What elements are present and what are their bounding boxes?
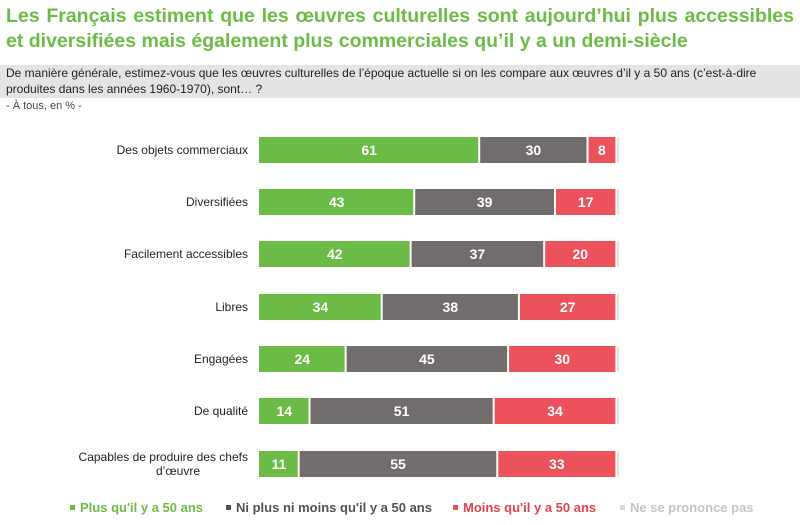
row-label: Facilement accessibles bbox=[48, 247, 248, 261]
bar-segment bbox=[509, 346, 616, 372]
bar-segment bbox=[617, 241, 619, 267]
bar-segment bbox=[545, 241, 616, 267]
data-label: 43 bbox=[329, 194, 345, 210]
legend-label: Moins qu'il y a 50 ans bbox=[463, 500, 597, 515]
row-label-line: De qualité bbox=[193, 404, 248, 418]
row-label-line: Diversifiées bbox=[185, 195, 248, 209]
legend-label: Ne se prononce pas bbox=[630, 500, 754, 515]
data-label: 33 bbox=[549, 456, 565, 472]
row-label-line: Facilement accessibles bbox=[123, 247, 248, 261]
data-label: 38 bbox=[443, 299, 459, 315]
bar-segment bbox=[259, 346, 345, 372]
bar-segment bbox=[588, 137, 616, 163]
legend-item: Ni plus ni moins qu'il y a 50 ans bbox=[226, 500, 432, 515]
bar-segment bbox=[617, 294, 619, 320]
bar-segment bbox=[617, 398, 619, 424]
data-label: 37 bbox=[470, 246, 486, 262]
bar-segment bbox=[617, 346, 619, 372]
bar-row: 43 39 17 bbox=[259, 189, 619, 215]
base-note: - À tous, en % - bbox=[6, 100, 82, 112]
data-label: 34 bbox=[313, 299, 329, 315]
legend-swatch-icon bbox=[453, 505, 458, 510]
row-label-line: Capables de produire des chefs bbox=[78, 450, 248, 464]
bar-segment bbox=[259, 398, 309, 424]
bar-segment bbox=[617, 137, 619, 163]
row-label: Diversifiées bbox=[48, 195, 248, 209]
data-label: 30 bbox=[526, 142, 542, 158]
bar-segment bbox=[310, 398, 493, 424]
legend-item: Ne se prononce pas bbox=[620, 500, 754, 515]
bar-segment bbox=[411, 241, 544, 267]
legend-item: Moins qu'il y a 50 ans bbox=[453, 500, 596, 515]
row-label: De qualité bbox=[48, 404, 248, 418]
row-label: Capables de produire des chefs d’œuvre bbox=[48, 450, 248, 478]
row-label-line: d’œuvre bbox=[155, 464, 200, 478]
bar-row: 34 38 27 bbox=[259, 294, 619, 320]
bar-segment bbox=[617, 189, 619, 215]
row-label: Des objets commerciaux bbox=[48, 143, 248, 157]
bar-segment bbox=[617, 451, 619, 477]
data-label: 39 bbox=[477, 194, 493, 210]
bar-row: 61 30 8 bbox=[259, 137, 619, 163]
data-label: 55 bbox=[390, 456, 406, 472]
bar-segment bbox=[259, 294, 381, 320]
data-label: 20 bbox=[573, 246, 589, 262]
legend-item: Plus qu'il y a 50 ans bbox=[70, 500, 203, 515]
bar-row: 42 37 20 bbox=[259, 241, 619, 267]
bar-segment bbox=[259, 137, 479, 163]
bar-segment bbox=[259, 241, 410, 267]
bar-segment bbox=[480, 137, 587, 163]
bar-segment bbox=[556, 189, 616, 215]
data-label: 14 bbox=[276, 403, 292, 419]
bar-segment bbox=[259, 189, 414, 215]
data-label: 42 bbox=[327, 246, 343, 262]
legend-label: Plus qu'il y a 50 ans bbox=[80, 500, 204, 515]
row-label-line: Engagées bbox=[193, 352, 248, 366]
row-label: Engagées bbox=[48, 352, 248, 366]
legend-swatch-icon bbox=[226, 505, 231, 510]
data-label: 61 bbox=[361, 142, 377, 158]
bar-row: 11 55 33 bbox=[259, 451, 619, 477]
data-label: 30 bbox=[554, 351, 570, 367]
bar-segment bbox=[299, 451, 497, 477]
data-label: 34 bbox=[547, 403, 563, 419]
bar-segment bbox=[382, 294, 518, 320]
legend-label: Ni plus ni moins qu'il y a 50 ans bbox=[236, 500, 432, 515]
bar-segment bbox=[415, 189, 555, 215]
chart-title: Les Français estiment que les œuvres cul… bbox=[6, 5, 794, 52]
data-label: 17 bbox=[578, 194, 594, 210]
bar-segment bbox=[498, 451, 616, 477]
data-label: 8 bbox=[598, 142, 606, 158]
data-label: 45 bbox=[419, 351, 435, 367]
bar-segment bbox=[494, 398, 616, 424]
bar-segment bbox=[519, 294, 616, 320]
bar-row: 14 51 34 bbox=[259, 398, 619, 424]
data-label: 27 bbox=[560, 299, 576, 315]
bar-segment bbox=[346, 346, 508, 372]
bar-row: 24 45 30 bbox=[259, 346, 619, 372]
row-label-line: Des objets commerciaux bbox=[116, 143, 248, 157]
legend-swatch-icon bbox=[70, 505, 75, 510]
row-label-line: Libres bbox=[215, 300, 248, 314]
data-label: 24 bbox=[295, 351, 311, 367]
row-label: Libres bbox=[48, 300, 248, 314]
bar-segment bbox=[259, 451, 298, 477]
data-label: 11 bbox=[271, 456, 286, 472]
legend-swatch-icon bbox=[620, 505, 625, 510]
survey-question: De manière générale, estimez-vous que le… bbox=[0, 65, 800, 98]
data-label: 51 bbox=[394, 403, 410, 419]
